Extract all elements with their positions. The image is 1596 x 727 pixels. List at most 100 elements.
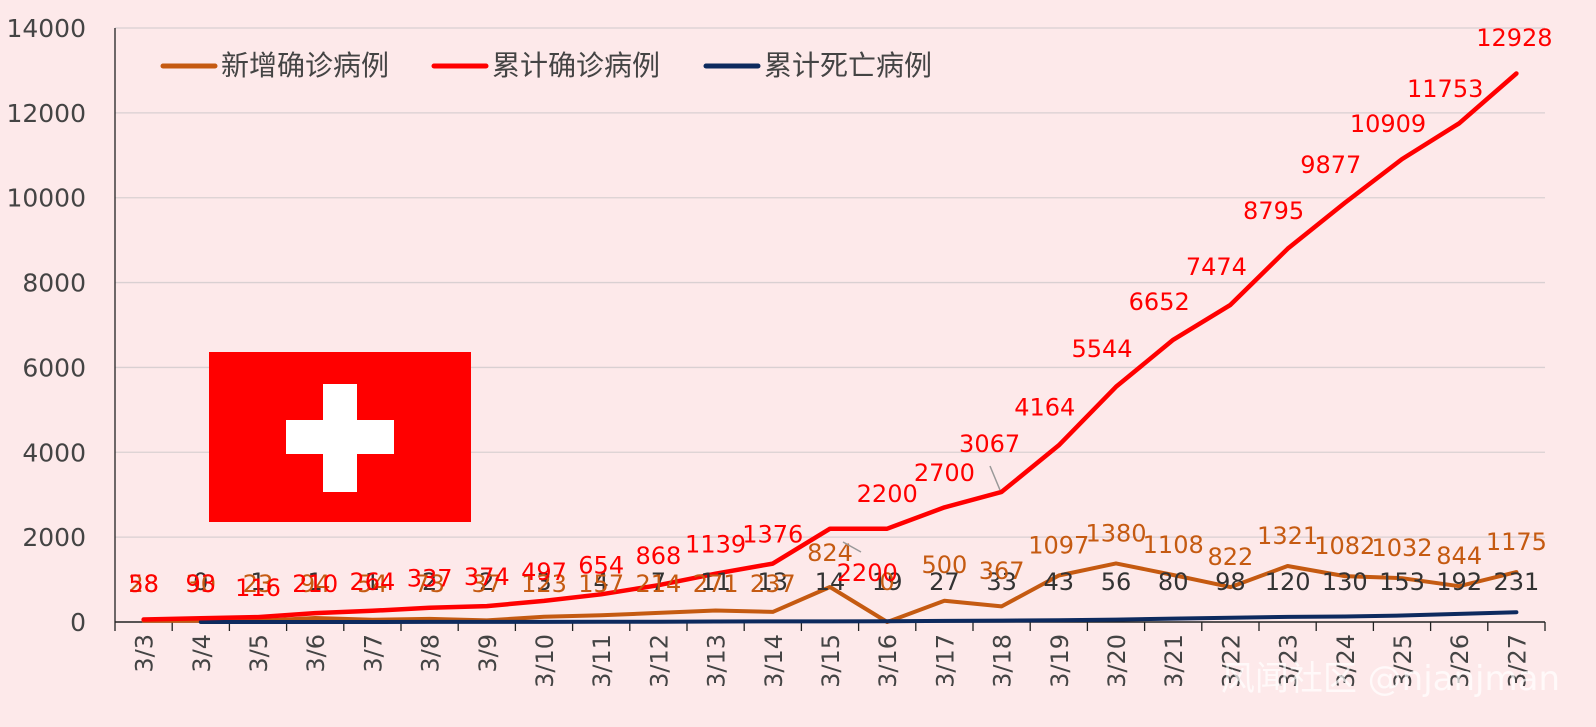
- death-label: 0: [193, 568, 208, 596]
- death-label: 130: [1322, 568, 1368, 596]
- cumulative-label: 868: [635, 542, 681, 570]
- death-label: 43: [1044, 568, 1075, 596]
- death-label: 1: [365, 568, 380, 596]
- daily-label: 30: [186, 570, 217, 598]
- daily-label: 1032: [1371, 534, 1432, 562]
- x-tick-label: 3/15: [817, 634, 845, 688]
- watermark: 风闻社区 @njanjman: [1221, 659, 1560, 699]
- cumulative-label: 5544: [1071, 335, 1132, 363]
- cumulative-label: 116: [235, 574, 281, 602]
- daily-label: 367: [979, 557, 1025, 585]
- cumulative-label: 1139: [685, 531, 746, 559]
- death-label: 13: [758, 568, 789, 596]
- cumulative-label: 1376: [742, 521, 803, 549]
- legend-label-2: 累计确诊病例: [492, 49, 660, 82]
- cumulative-label: 9877: [1300, 151, 1361, 179]
- daily-label: 37: [472, 570, 503, 598]
- cumulative-label: 654: [578, 551, 624, 579]
- series-lines: [141, 71, 1519, 624]
- daily-label: 500: [921, 551, 967, 579]
- daily-label: 1380: [1085, 519, 1146, 547]
- x-tick-label: 3/19: [1046, 634, 1074, 688]
- x-tick-label: 3/20: [1103, 634, 1131, 688]
- daily-label: 23: [243, 570, 274, 598]
- daily-label: 822: [1207, 543, 1253, 571]
- x-tick-label: 3/18: [989, 634, 1017, 688]
- death-label: 1: [308, 568, 323, 596]
- x-tick-label: 3/23: [1275, 634, 1303, 688]
- daily-label: 1175: [1486, 528, 1547, 556]
- daily-label: 1108: [1143, 531, 1204, 559]
- death-label: 98: [1215, 568, 1246, 596]
- series-line-3: [198, 610, 1519, 624]
- daily-label: 28: [128, 570, 159, 598]
- daily-label: 73: [414, 570, 445, 598]
- death-label: 2: [422, 568, 437, 596]
- swiss-flag: [209, 352, 471, 522]
- y-tick-label: 0: [70, 608, 86, 637]
- x-tick-label: 3/9: [474, 634, 502, 673]
- y-tick-label: 14000: [6, 14, 86, 43]
- death-label: 14: [815, 568, 846, 596]
- y-tick-label: 8000: [22, 269, 86, 298]
- cumulative-label: 2700: [914, 459, 975, 487]
- death-label: 120: [1265, 568, 1311, 596]
- x-tick-label: 3/27: [1503, 634, 1531, 688]
- daily-label: 237: [750, 570, 796, 598]
- daily-label: 1097: [1028, 531, 1089, 559]
- death-label: 2: [479, 568, 494, 596]
- cumulative-label: 210: [292, 570, 338, 598]
- death-label: 19: [872, 568, 903, 596]
- cumulative-label: 12928: [1476, 24, 1552, 52]
- death-label: 11: [700, 568, 731, 596]
- x-tick-label: 3/4: [188, 634, 216, 673]
- daily-label: 1082: [1314, 532, 1375, 560]
- cumulative-label: 7474: [1186, 253, 1247, 281]
- daily-label: 123: [521, 570, 567, 598]
- cumulative-label: 58: [128, 570, 159, 598]
- x-tick-label: 3/26: [1446, 634, 1474, 688]
- data-labels: 0 1 1 1 2 2 3 4 7 11 13 14 19 27 33 43 56 80 98 120 130 153 19…: [128, 24, 1552, 602]
- x-tick-label: 3/21: [1160, 634, 1188, 688]
- cumulative-label: 337: [407, 565, 453, 593]
- legend: 新增确诊病例 累计确诊病例 累计死亡病例: [160, 49, 932, 82]
- cumulative-label: 374: [464, 563, 510, 591]
- death-label: 7: [651, 568, 666, 596]
- leader-line: [989, 465, 1001, 491]
- legend-label-1: 新增确诊病例: [221, 49, 389, 82]
- death-label: 80: [1158, 568, 1189, 596]
- y-tick-label: 2000: [22, 523, 86, 552]
- x-tick-label: 3/10: [531, 634, 559, 688]
- cumulative-label-extra: 2200: [837, 559, 898, 587]
- legend-label-3: 累计死亡病例: [764, 49, 932, 82]
- x-tick-label: 3/13: [703, 634, 731, 688]
- x-tick-label: 3/7: [359, 634, 387, 673]
- x-tick-label: 3/17: [931, 634, 959, 688]
- series-line-1: [141, 561, 1519, 624]
- cumulative-label: 10909: [1350, 110, 1426, 138]
- x-tick-label: 3/8: [417, 634, 445, 673]
- death-label: 1: [250, 568, 265, 596]
- death-label: 56: [1101, 568, 1132, 596]
- cumulative-label: 6652: [1129, 288, 1190, 316]
- cumulative-label: 497: [521, 558, 567, 586]
- daily-label: 214: [635, 570, 681, 598]
- series-line-2: [141, 71, 1519, 622]
- death-label: 4: [594, 568, 609, 596]
- x-tick-label: 3/16: [874, 634, 902, 688]
- x-tick-label: 3/11: [588, 634, 616, 688]
- cumulative-label: 3067: [959, 430, 1020, 458]
- daily-label: 0: [880, 568, 895, 596]
- daily-label: 94: [300, 570, 331, 598]
- daily-label: 1321: [1257, 522, 1318, 550]
- y-tick-label: 12000: [6, 99, 86, 128]
- daily-label: 157: [578, 570, 624, 598]
- daily-label: 54: [357, 570, 388, 598]
- cumulative-label: 2200: [857, 480, 918, 508]
- x-tick-label: 3/12: [645, 634, 673, 688]
- x-tick-label: 3/3: [131, 634, 159, 673]
- death-label: 192: [1436, 568, 1482, 596]
- y-tick-label: 10000: [6, 184, 86, 213]
